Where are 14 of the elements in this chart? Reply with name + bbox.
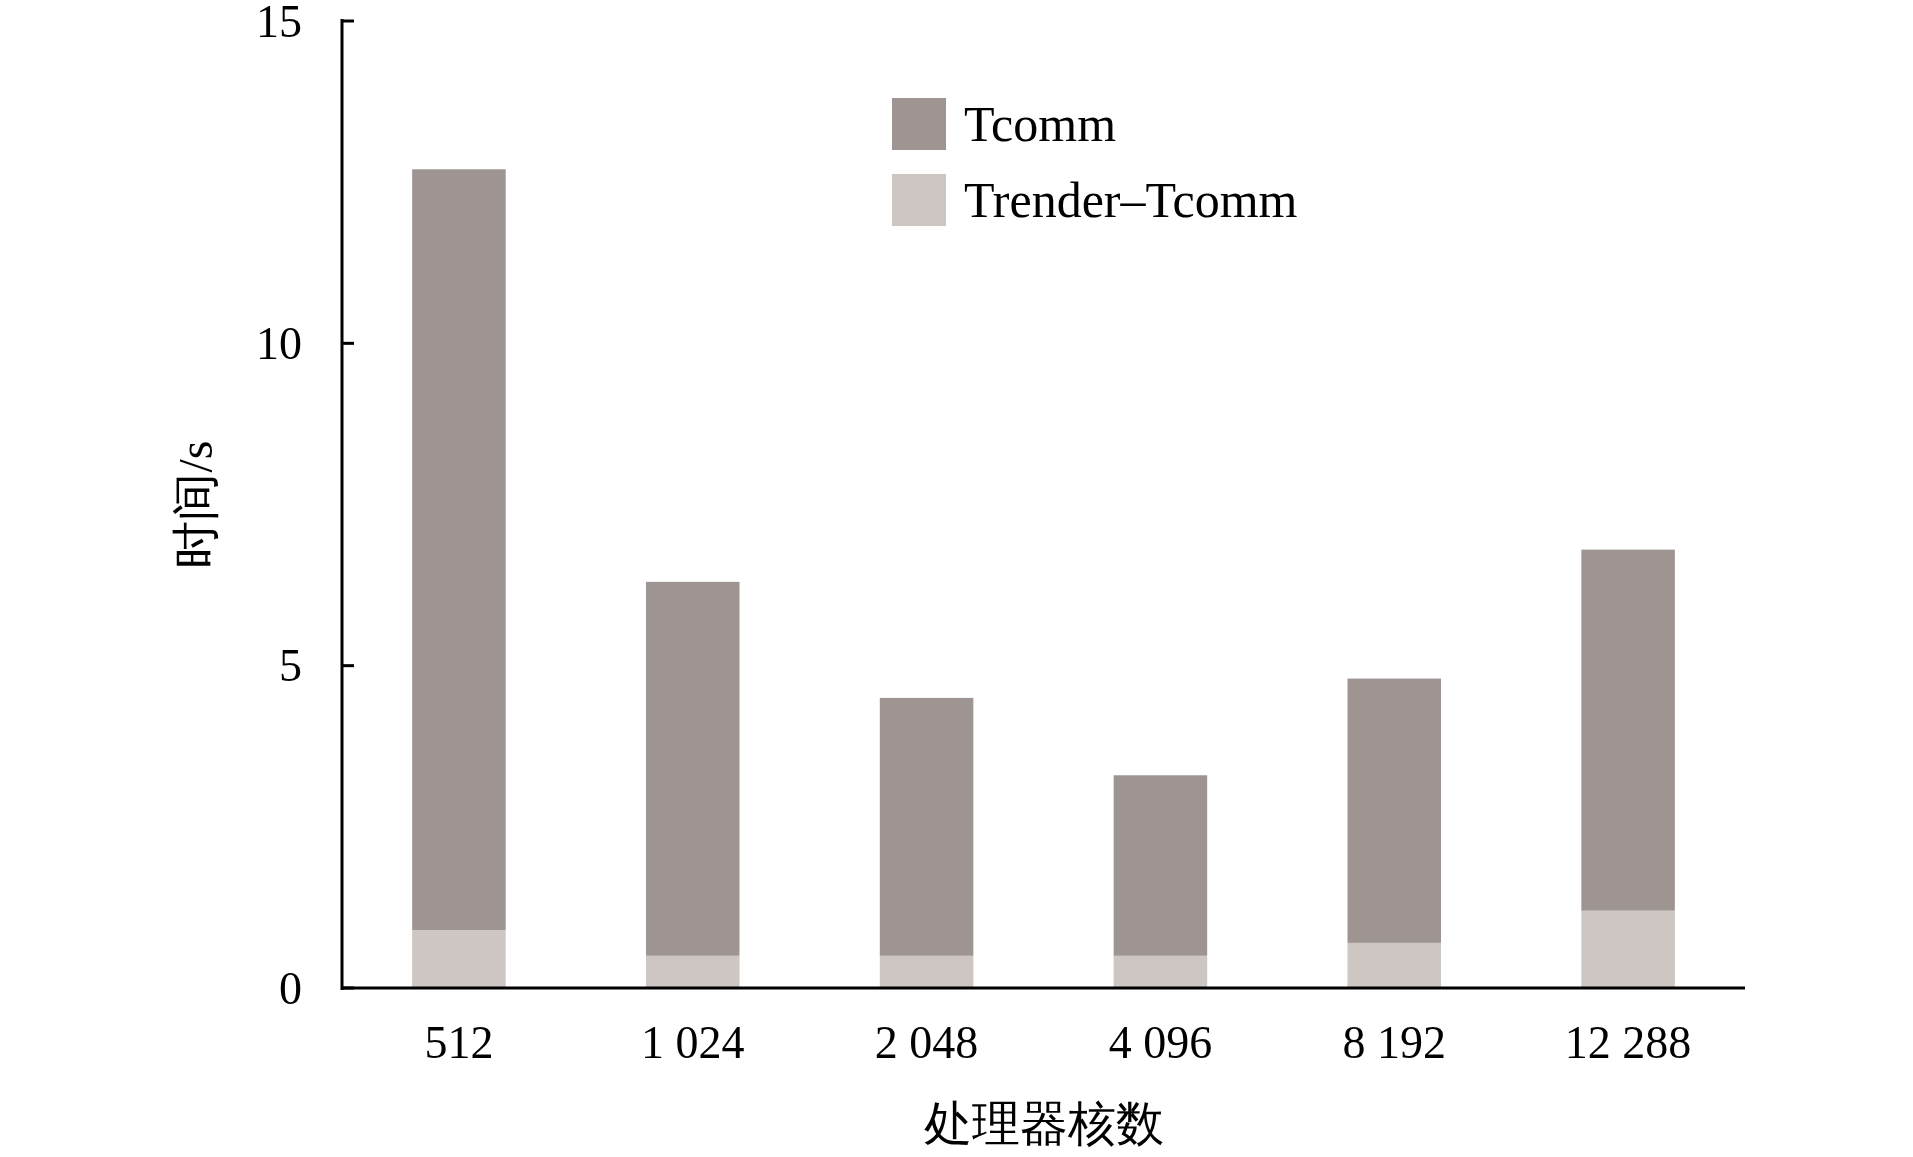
y-tick-label: 5 — [279, 640, 302, 692]
legend-label: Trender–Tcomm — [964, 172, 1298, 228]
y-tick-label: 0 — [279, 962, 302, 1014]
x-tick-label: 8 192 — [1342, 1017, 1446, 1068]
y-tick-label: 10 — [256, 317, 302, 369]
legend-label: Tcomm — [964, 96, 1117, 152]
x-tick-label: 1 024 — [641, 1017, 745, 1068]
y-axis-title: 时间/s — [169, 440, 222, 569]
x-tick-label: 512 — [424, 1017, 494, 1068]
x-axis-title: 处理器核数 — [923, 1097, 1164, 1150]
x-tick-label: 4 096 — [1108, 1017, 1213, 1068]
x-tick-label: 2 048 — [874, 1017, 979, 1068]
x-tick-label: 12 288 — [1564, 1017, 1692, 1068]
y-tick-label: 15 — [256, 0, 302, 47]
